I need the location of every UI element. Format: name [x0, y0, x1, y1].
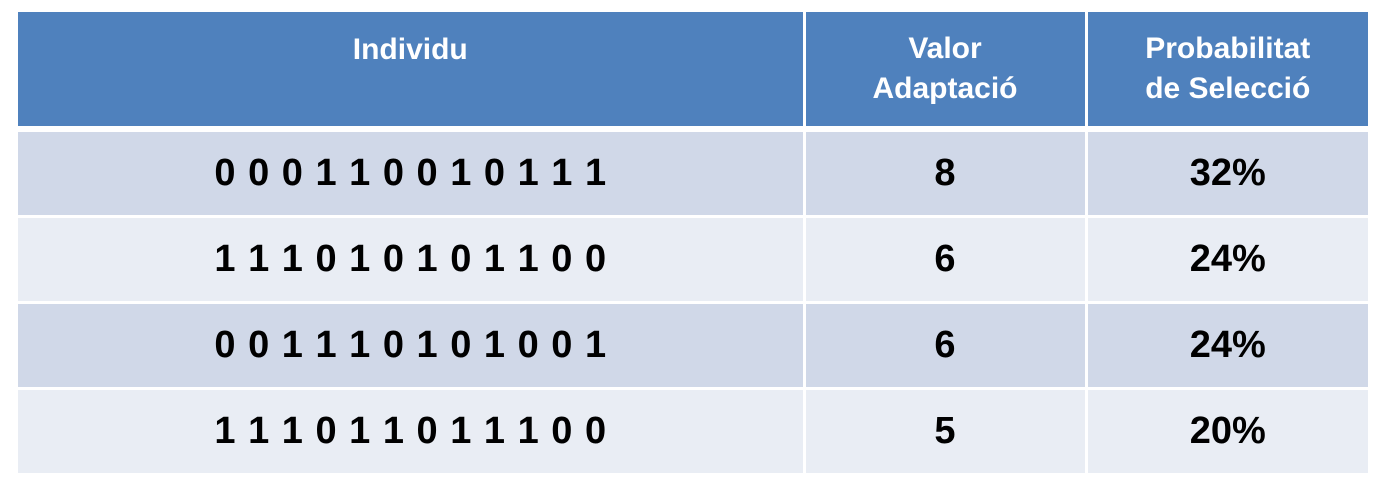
probabilitat-cell: 20% [1086, 388, 1368, 476]
individu-cell: 1 1 1 0 1 0 1 0 1 1 0 0 [18, 216, 806, 304]
header-row: Individu Valor Adaptació Probabilitat de… [18, 12, 1368, 132]
header-probabilitat-seleccio: Probabilitat de Selecció [1086, 12, 1368, 132]
table-row: 0 0 0 1 1 0 0 1 0 1 1 1 8 32% [18, 129, 1368, 218]
header-individu-label: Individu [352, 33, 468, 66]
table-row: 1 1 1 0 1 0 1 0 1 1 0 0 6 24% [18, 216, 1368, 304]
individu-cell: 0 0 0 1 1 0 0 1 0 1 1 1 [18, 129, 806, 218]
probabilitat-cell: 24% [1086, 216, 1368, 304]
header-prob-line1: Probabilitat [1145, 32, 1311, 65]
selection-probability-table: Individu Valor Adaptació Probabilitat de… [18, 12, 1368, 476]
table-row: 1 1 1 0 1 1 0 1 1 1 0 0 5 20% [18, 388, 1368, 476]
header-individu: Individu [18, 12, 806, 132]
valor-cell: 6 [804, 216, 1088, 304]
valor-cell: 6 [804, 302, 1088, 390]
header-valor-line1: Valor [908, 32, 982, 65]
header-prob-line2: de Selecció [1145, 72, 1311, 105]
individu-cell: 1 1 1 0 1 1 0 1 1 1 0 0 [18, 388, 806, 476]
valor-cell: 5 [804, 388, 1088, 476]
probabilitat-cell: 24% [1086, 302, 1368, 390]
individu-cell: 0 0 1 1 1 0 1 0 1 0 0 1 [18, 302, 806, 390]
header-valor-line2: Adaptació [872, 72, 1018, 105]
table-row: 0 0 1 1 1 0 1 0 1 0 0 1 6 24% [18, 302, 1368, 390]
selection-table-container: Individu Valor Adaptació Probabilitat de… [18, 12, 1368, 476]
probabilitat-cell: 32% [1086, 129, 1368, 218]
header-valor-adaptacio: Valor Adaptació [804, 12, 1088, 132]
valor-cell: 8 [804, 129, 1088, 218]
